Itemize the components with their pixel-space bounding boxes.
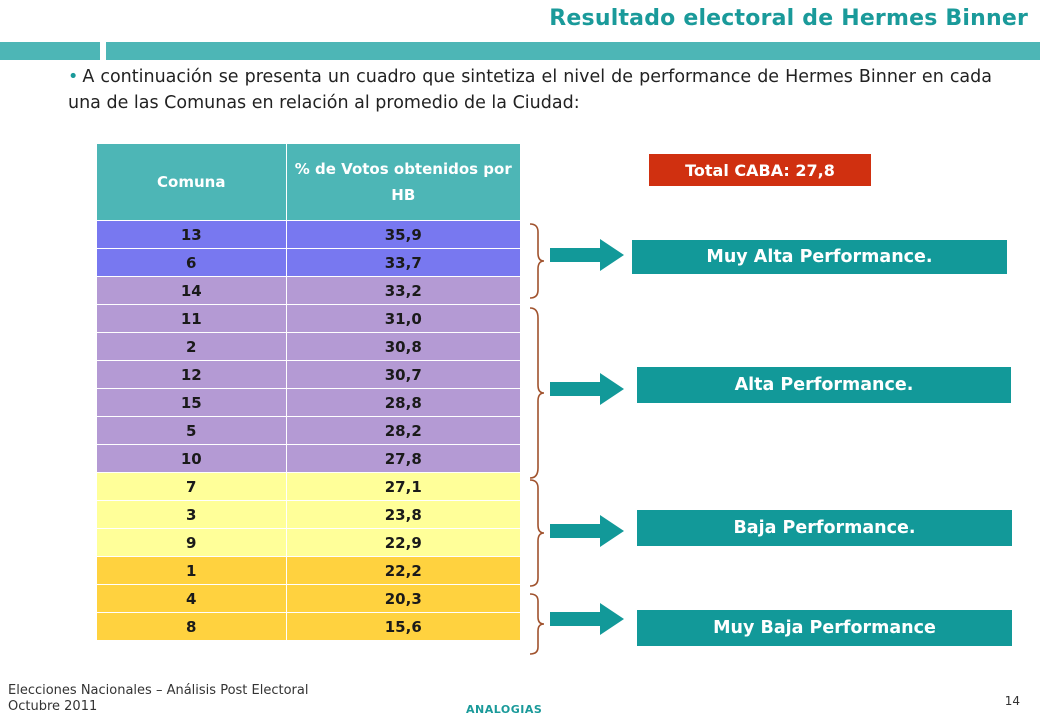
brace-muy-alta-icon [529, 223, 545, 299]
cell-comuna: 6 [96, 248, 287, 277]
table-row: 10 27,8 [96, 444, 522, 473]
cell-pct: 33,2 [285, 276, 522, 305]
cell-pct: 30,7 [285, 360, 522, 389]
table-row: 14 33,2 [96, 276, 522, 305]
table-row: 11 31,0 [96, 304, 522, 333]
table-row: 9 22,9 [96, 528, 522, 557]
table-row: 12 30,7 [96, 360, 522, 389]
table-row: 13 35,9 [96, 220, 522, 249]
cell-comuna: 14 [96, 276, 287, 305]
cell-pct: 27,8 [285, 444, 522, 473]
footer-line-1: Elecciones Nacionales – Análisis Post El… [8, 683, 309, 698]
brace-baja-icon [529, 479, 545, 587]
table-row: 3 23,8 [96, 500, 522, 529]
cell-pct: 35,9 [285, 220, 522, 249]
cell-pct: 27,1 [285, 472, 522, 501]
table-row: 4 20,3 [96, 584, 522, 613]
cell-comuna: 5 [96, 416, 287, 445]
slide-title: Resultado electoral de Hermes Binner [549, 6, 1028, 31]
cell-pct: 22,2 [285, 556, 522, 585]
header-bar-left [0, 42, 100, 60]
cell-pct: 28,8 [285, 388, 522, 417]
cell-pct: 23,8 [285, 500, 522, 529]
header-pct-votos: % de Votos obtenidos por HB [285, 143, 522, 221]
footer-line-2: Octubre 2011 [8, 699, 98, 714]
arrow-right-icon [550, 373, 624, 405]
label-muy-baja-performance: Muy Baja Performance [637, 610, 1012, 646]
cell-comuna: 11 [96, 304, 287, 333]
arrow-right-icon [550, 239, 624, 271]
cell-pct: 20,3 [285, 584, 522, 613]
bullet-icon: • [68, 67, 79, 87]
footer-info: Elecciones Nacionales – Análisis Post El… [8, 683, 308, 715]
table-row: 7 27,1 [96, 472, 522, 501]
brace-muy-baja-icon [529, 593, 545, 655]
brace-alta-icon [529, 307, 545, 479]
cell-comuna: 4 [96, 584, 287, 613]
cell-comuna: 8 [96, 612, 287, 641]
page-number: 14 [1004, 694, 1020, 708]
label-muy-alta-performance: Muy Alta Performance. [632, 240, 1007, 274]
intro-paragraph: • A continuación se presenta un cuadro qu… [68, 64, 992, 116]
cell-pct: 15,6 [285, 612, 522, 641]
cell-pct: 31,0 [285, 304, 522, 333]
table-row: 15 28,8 [96, 388, 522, 417]
cell-comuna: 1 [96, 556, 287, 585]
table-header-row: Comuna % de Votos obtenidos por HB [96, 143, 522, 221]
header-bar-right [106, 42, 1040, 60]
cell-comuna: 12 [96, 360, 287, 389]
header-comuna: Comuna [96, 143, 287, 221]
cell-comuna: 2 [96, 332, 287, 361]
table-row: 6 33,7 [96, 248, 522, 277]
brand-logo: ANALOGIAS [466, 703, 543, 716]
cell-comuna: 7 [96, 472, 287, 501]
table-row: 5 28,2 [96, 416, 522, 445]
table-row: 1 22,2 [96, 556, 522, 585]
label-baja-performance: Baja Performance. [637, 510, 1012, 546]
cell-comuna: 13 [96, 220, 287, 249]
table-row: 2 30,8 [96, 332, 522, 361]
cell-pct: 30,8 [285, 332, 522, 361]
cell-pct: 28,2 [285, 416, 522, 445]
table-row: 8 15,6 [96, 612, 522, 641]
cell-pct: 22,9 [285, 528, 522, 557]
cell-comuna: 15 [96, 388, 287, 417]
label-alta-performance: Alta Performance. [637, 367, 1011, 403]
arrow-right-icon [550, 603, 624, 635]
intro-text: A continuación se presenta un cuadro que… [68, 67, 992, 113]
total-caba-badge: Total CABA: 27,8 [649, 154, 871, 186]
cell-comuna: 9 [96, 528, 287, 557]
cell-comuna: 3 [96, 500, 287, 529]
results-table: Comuna % de Votos obtenidos por HB 13 35,… [96, 143, 522, 641]
cell-pct: 33,7 [285, 248, 522, 277]
arrow-right-icon [550, 515, 624, 547]
cell-comuna: 10 [96, 444, 287, 473]
